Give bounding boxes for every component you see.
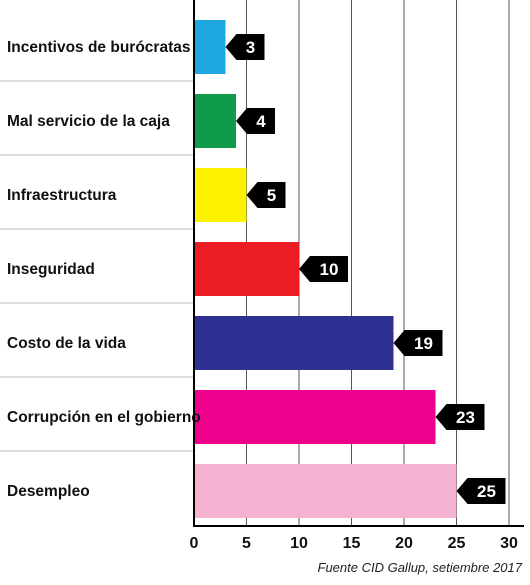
x-tick-labels: 0 5 10 15 20 25 30 <box>190 535 518 552</box>
value-callout-box <box>236 108 275 134</box>
category-label: Costo de la vida <box>7 335 126 352</box>
row-separators <box>0 80 194 452</box>
value-callout-box <box>299 256 348 282</box>
value-label: 3 <box>246 38 255 57</box>
category-label: Corrupción en el gobierno <box>7 409 201 426</box>
category-label: Infraestructura <box>7 187 117 204</box>
bar <box>194 94 236 148</box>
value-label: 19 <box>414 334 433 353</box>
value-label: 5 <box>267 186 276 205</box>
source-note: Fuente CID Gallup, setiembre 2017 <box>317 560 523 575</box>
x-tick-label: 15 <box>343 535 361 552</box>
value-callout-box <box>246 182 286 208</box>
bar <box>194 464 457 518</box>
value-label: 23 <box>456 408 475 427</box>
category-label: Inseguridad <box>7 261 95 278</box>
value-callout-box <box>393 330 443 356</box>
bar <box>194 168 247 222</box>
category-labels: Incentivos de burócratas Mal servicio de … <box>7 39 201 500</box>
bar <box>194 316 394 370</box>
x-tick-label: 5 <box>242 535 251 552</box>
bar <box>194 20 226 74</box>
value-callout-box <box>225 34 265 60</box>
category-label: Mal servicio de la caja <box>7 113 170 130</box>
x-tick-label: 0 <box>190 535 199 552</box>
category-label: Incentivos de burócratas <box>7 39 190 56</box>
axes <box>193 0 524 527</box>
value-label: 25 <box>477 482 496 501</box>
x-tick-label: 25 <box>448 535 466 552</box>
x-tick-label: 10 <box>290 535 308 552</box>
x-tick-label: 30 <box>500 535 518 552</box>
value-callouts: 3 4 5 10 19 23 25 <box>225 34 506 504</box>
value-callout-box <box>456 478 506 504</box>
value-label: 4 <box>256 112 266 131</box>
x-tick-label: 20 <box>395 535 413 552</box>
bars <box>194 20 457 518</box>
value-callout-box <box>435 404 485 430</box>
category-label: Desempleo <box>7 483 90 500</box>
bar <box>194 390 436 444</box>
bar <box>194 242 299 296</box>
value-label: 10 <box>320 260 339 279</box>
